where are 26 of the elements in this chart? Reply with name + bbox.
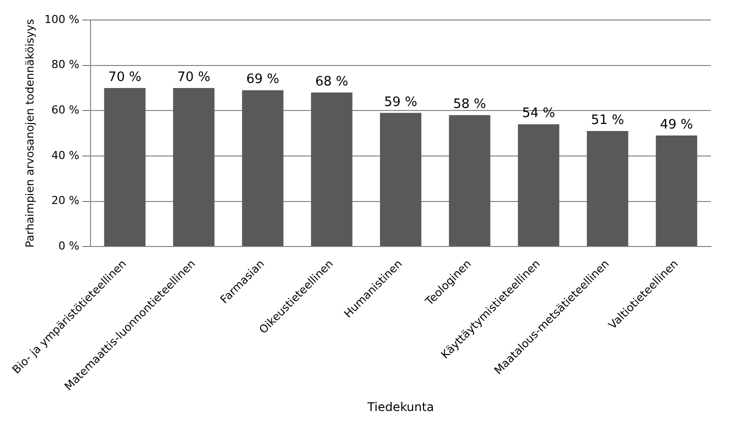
- y-axis-title: Parhaimpien arvosanojen todennäköisyys: [24, 18, 37, 248]
- y-tick-label: 0 %: [58, 239, 80, 252]
- x-axis-title: Tiedekunta: [366, 400, 434, 414]
- data-label: 49 %: [660, 117, 694, 132]
- bar: [104, 88, 146, 246]
- bar: [448, 115, 490, 246]
- data-label: 58 %: [453, 97, 486, 112]
- bar: [311, 92, 352, 246]
- data-label: 51 %: [591, 112, 624, 128]
- bar: [242, 90, 284, 246]
- data-label: 59 %: [384, 94, 418, 110]
- data-label: 70 %: [177, 70, 210, 85]
- y-tick-label: 80 %: [51, 58, 80, 72]
- bar: [518, 124, 560, 246]
- y-tick-label: 20 %: [51, 194, 80, 208]
- data-label: 68 %: [315, 74, 348, 90]
- data-label: 54 %: [522, 106, 556, 122]
- bar: [586, 131, 628, 246]
- bar: [173, 88, 214, 246]
- data-label: 69 %: [246, 72, 280, 88]
- y-tick-label: 60 %: [51, 103, 80, 116]
- bar: [380, 112, 422, 246]
- y-tick-label: 100 %: [44, 12, 80, 26]
- y-tick-label: 40 %: [51, 148, 80, 162]
- bar: [656, 136, 698, 246]
- data-label: 70 %: [108, 70, 142, 85]
